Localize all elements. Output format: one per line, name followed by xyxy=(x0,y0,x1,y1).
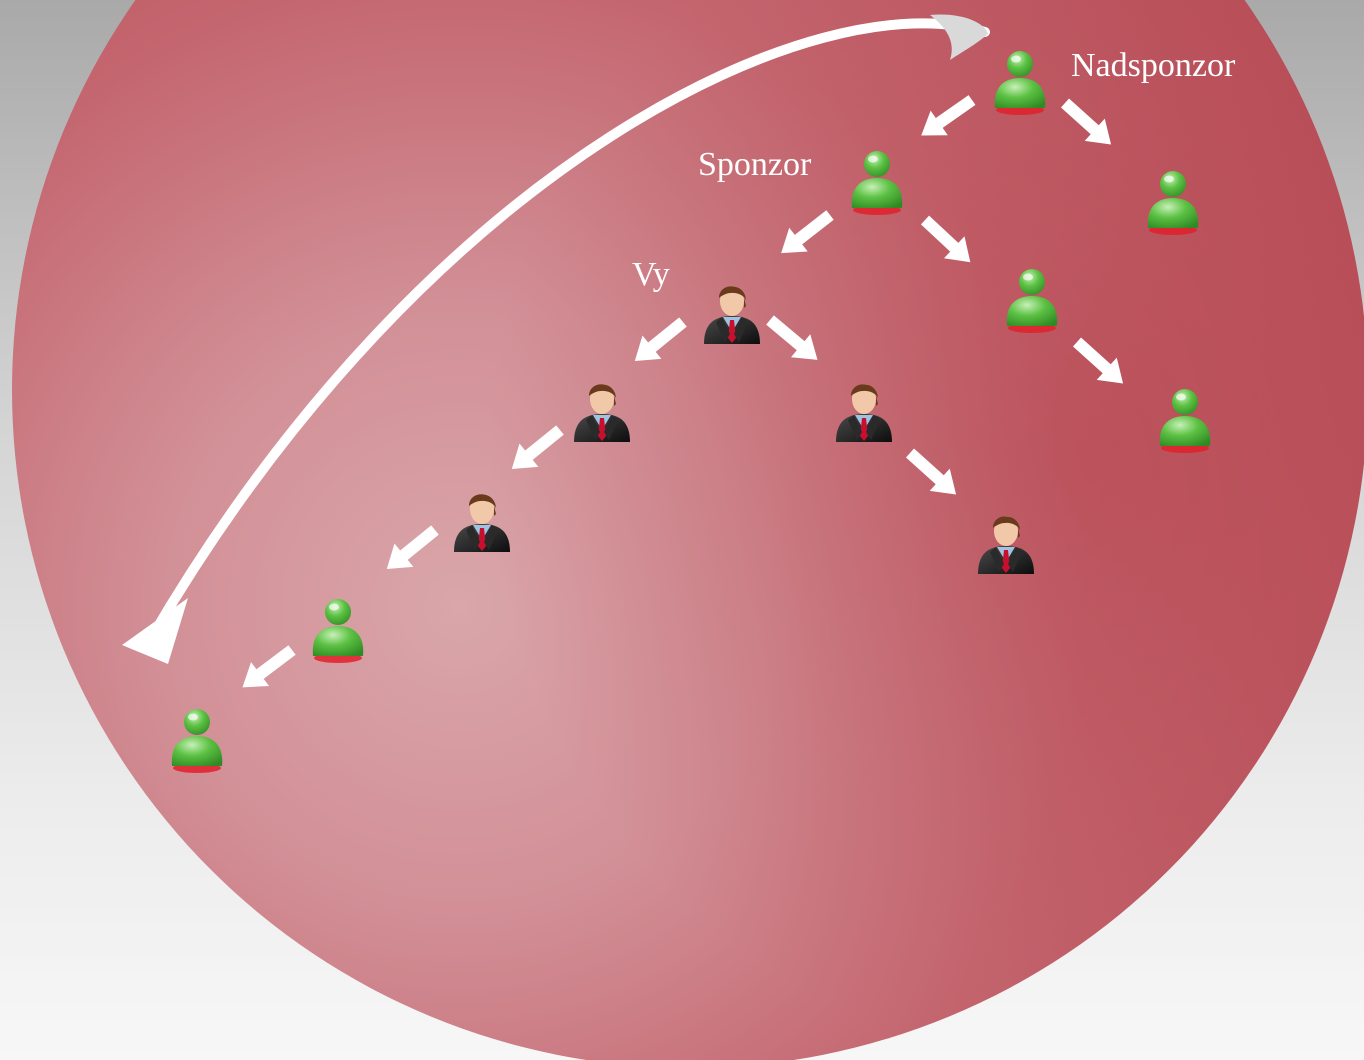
label-sponsor: Sponzor xyxy=(698,146,812,183)
curved-arrow-head xyxy=(122,598,188,664)
curved-return-arrow xyxy=(145,18,990,645)
curved-arrow-tail xyxy=(930,14,988,60)
label-top-sponsor: Nadsponzor xyxy=(1071,47,1236,84)
sphere-shading xyxy=(12,0,1364,1060)
label-you: Vy xyxy=(632,256,670,293)
